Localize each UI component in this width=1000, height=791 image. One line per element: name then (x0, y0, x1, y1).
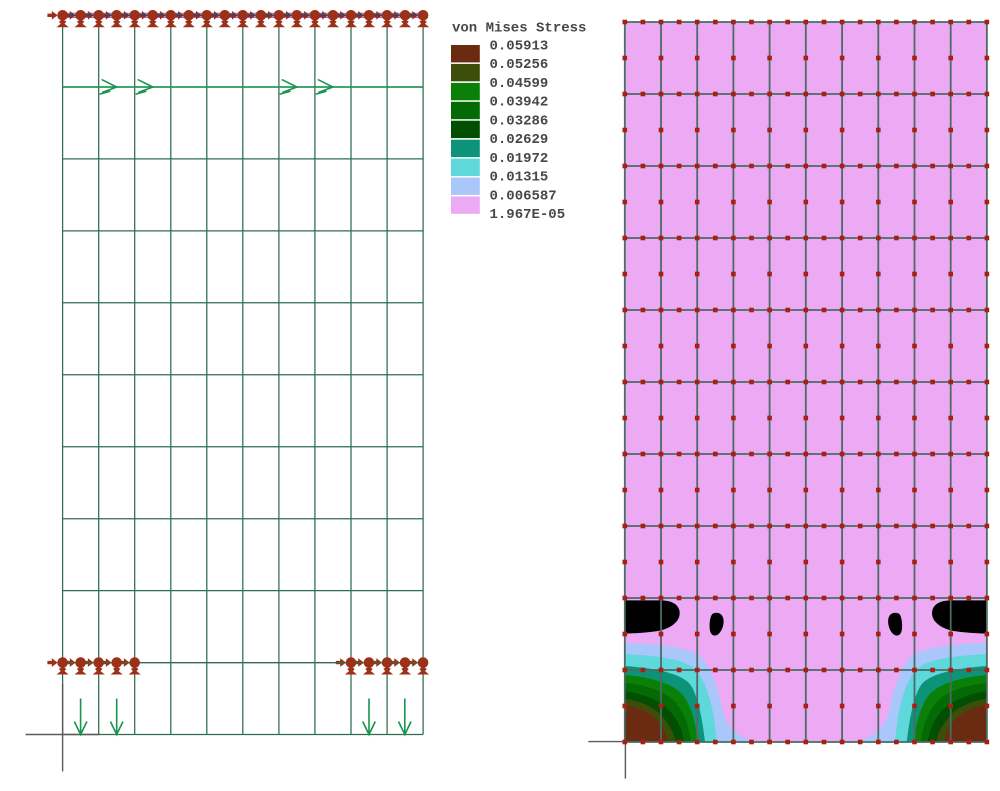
svg-text:0.03942: 0.03942 (490, 95, 549, 111)
svg-text:0.01315: 0.01315 (490, 170, 549, 186)
svg-text:0.05913: 0.05913 (490, 38, 549, 54)
svg-text:von Mises Stress: von Mises Stress (452, 21, 586, 37)
svg-text:0.04599: 0.04599 (490, 76, 549, 92)
svg-text:0.02629: 0.02629 (490, 132, 549, 148)
svg-text:1.967E-05: 1.967E-05 (490, 207, 566, 223)
svg-text:0.05256: 0.05256 (490, 57, 549, 73)
svg-text:0.006587: 0.006587 (490, 189, 557, 205)
svg-text:0.01972: 0.01972 (490, 151, 549, 167)
svg-text:0.03286: 0.03286 (490, 113, 549, 129)
